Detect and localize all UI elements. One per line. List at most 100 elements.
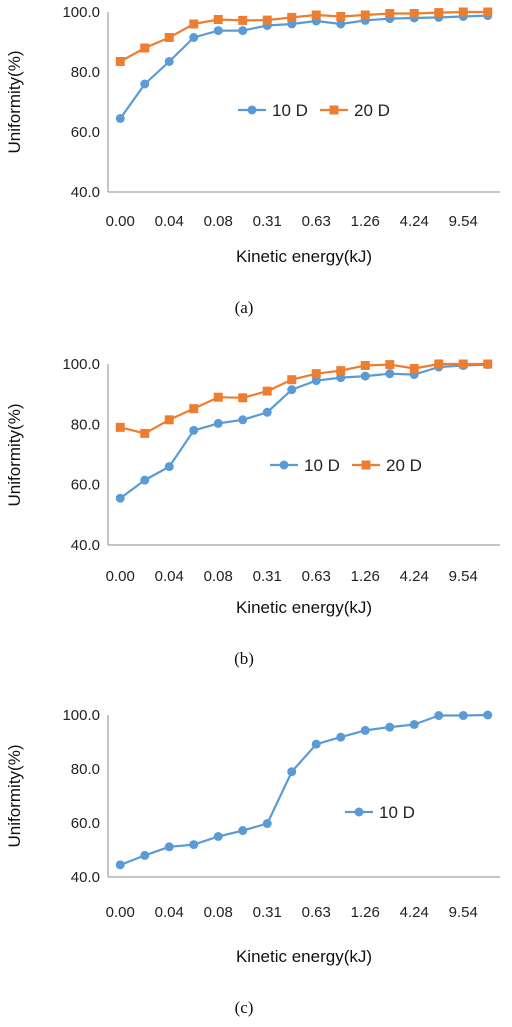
figure-caption: (b) <box>234 649 254 668</box>
x-tick-label: 9.54 <box>449 904 478 921</box>
y-axis-title: Uniformity(%) <box>5 404 24 507</box>
data-point <box>483 710 493 720</box>
data-point <box>262 15 272 25</box>
data-point <box>262 819 272 829</box>
data-point <box>115 422 125 432</box>
legend-label: 20 D <box>354 101 390 120</box>
data-point <box>238 26 248 36</box>
y-tick-label: 100.0 <box>62 707 100 724</box>
series-line-10-d <box>119 14 488 120</box>
series-line-20-d <box>119 10 488 63</box>
data-point <box>238 415 248 425</box>
x-tick-label: 0.31 <box>253 568 282 585</box>
x-tick-label: 4.24 <box>400 213 429 230</box>
x-tick-label: 4.24 <box>400 904 429 921</box>
y-axis-title: Uniformity(%) <box>5 745 24 848</box>
figure-caption: (a) <box>235 298 254 317</box>
data-point <box>238 393 248 403</box>
x-axis-title: Kinetic energy(kJ) <box>236 598 372 617</box>
y-tick-label: 80.0 <box>71 64 100 81</box>
data-point <box>115 860 125 870</box>
data-point <box>336 732 346 742</box>
data-point <box>115 57 125 66</box>
x-tick-label: 0.00 <box>106 904 135 921</box>
data-point <box>164 33 174 42</box>
y-tick-label: 80.0 <box>71 416 100 433</box>
y-tick-label: 60.0 <box>71 477 100 494</box>
x-tick-label: 0.31 <box>253 213 282 230</box>
legend-marker <box>329 105 339 115</box>
y-tick-label: 60.0 <box>71 124 100 141</box>
data-point <box>164 842 174 852</box>
data-point <box>434 711 444 721</box>
y-tick-label: 40.0 <box>71 184 100 201</box>
data-point <box>189 425 199 435</box>
data-point <box>360 361 370 371</box>
y-tick-label: 80.0 <box>71 761 100 778</box>
data-point <box>385 722 395 732</box>
series-line-20-d <box>120 362 488 435</box>
data-point <box>140 79 150 89</box>
x-axis-title: Kinetic energy(kJ) <box>236 947 372 966</box>
x-tick-label: 1.26 <box>351 568 380 585</box>
data-point <box>213 418 223 428</box>
x-tick-label: 0.08 <box>204 213 233 230</box>
x-tick-label: 0.63 <box>302 904 331 921</box>
data-point <box>336 19 346 29</box>
data-point <box>311 739 321 749</box>
data-point <box>409 364 419 374</box>
figure-caption: (c) <box>235 998 254 1017</box>
data-point <box>238 826 248 836</box>
x-tick-label: 0.31 <box>253 904 282 921</box>
data-point <box>434 359 444 369</box>
chart-panel-a: 40.0 60.0 80.0 100.0 0.00 0.04 0.08 0.31 0.63 1.2… <box>5 4 500 317</box>
data-point <box>434 8 444 18</box>
legend-marker <box>361 460 371 470</box>
data-point <box>311 376 321 386</box>
legend-marker <box>247 105 257 115</box>
legend-label: 10 D <box>304 456 340 475</box>
data-point <box>262 407 272 417</box>
y-tick-label: 60.0 <box>71 815 100 832</box>
x-tick-label: 0.08 <box>204 904 233 921</box>
x-tick-label: 0.63 <box>302 213 331 230</box>
y-tick-label: 100.0 <box>62 356 100 373</box>
data-point <box>238 15 248 25</box>
x-tick-label: 9.54 <box>449 568 478 585</box>
data-point <box>311 10 321 20</box>
data-point <box>385 9 395 18</box>
chart-panel-b: 40.0 60.0 80.0 100.0 0.00 0.04 0.08 0.31 0.63 1.2… <box>5 356 500 668</box>
data-point <box>409 9 419 18</box>
data-point <box>336 12 346 21</box>
x-tick-label: 0.00 <box>106 568 135 585</box>
data-point <box>360 371 370 381</box>
x-tick-label: 1.26 <box>351 213 380 230</box>
chart-panel-c: 40.0 60.0 80.0 100.0 0.00 0.04 0.08 0.31 0.63 1.2… <box>5 707 500 1017</box>
data-point <box>360 725 370 735</box>
x-tick-label: 4.24 <box>400 568 429 585</box>
x-tick-label: 0.00 <box>106 213 135 230</box>
x-tick-label: 0.63 <box>302 568 331 585</box>
legend-label: 10 D <box>379 803 415 822</box>
x-tick-label: 0.08 <box>204 568 233 585</box>
data-point <box>360 10 370 20</box>
series-line-10-d <box>119 363 488 500</box>
data-point <box>140 475 150 485</box>
data-point <box>385 360 395 370</box>
legend-marker <box>279 460 289 470</box>
data-point <box>140 850 150 860</box>
data-point <box>458 711 468 721</box>
data-point <box>189 404 199 414</box>
data-point <box>189 840 199 850</box>
x-tick-label: 0.04 <box>155 568 184 585</box>
x-tick-label: 1.26 <box>351 904 380 921</box>
data-point <box>213 15 223 24</box>
x-tick-label: 0.04 <box>155 904 184 921</box>
data-point <box>164 462 174 472</box>
x-axis-title: Kinetic energy(kJ) <box>236 247 372 266</box>
data-point <box>287 767 297 777</box>
data-point <box>336 373 346 383</box>
legend-label: 10 D <box>272 101 308 120</box>
legend-marker <box>354 807 364 817</box>
